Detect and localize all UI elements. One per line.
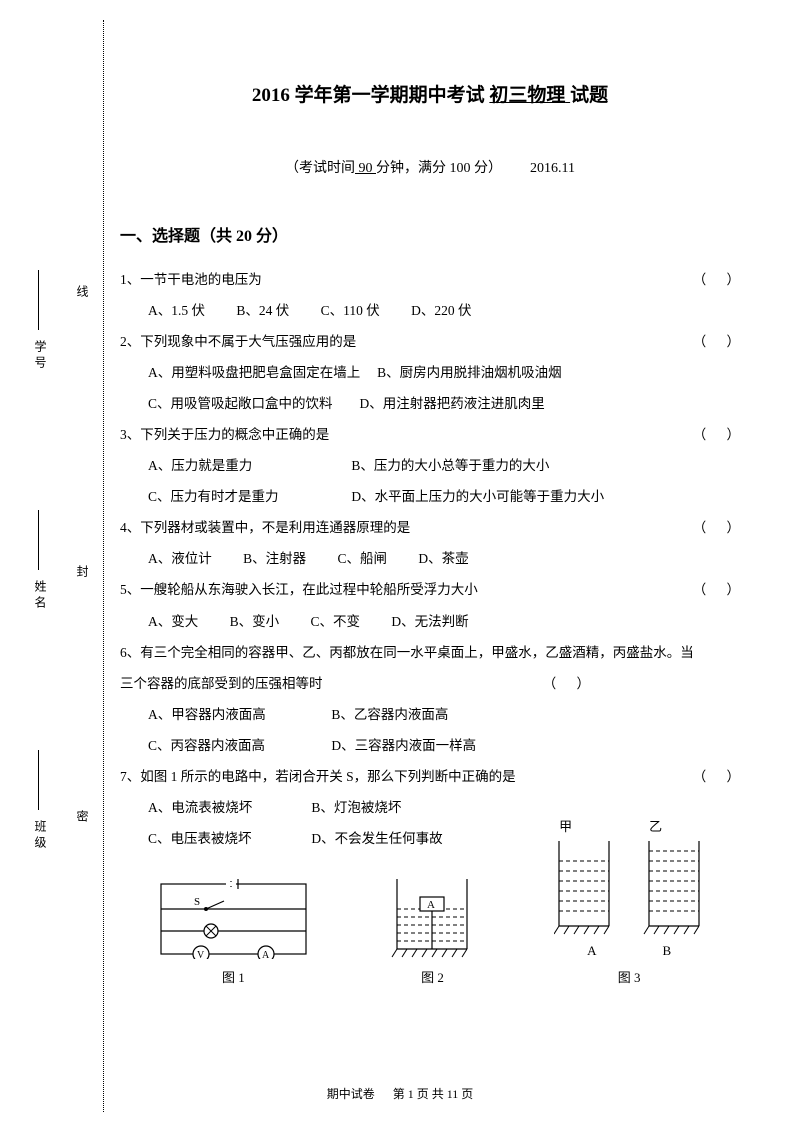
fig1-caption: 图 1	[156, 967, 311, 986]
q5-text: 5、一艘轮船从东海驶入长江，在此过程中轮船所受浮力大小	[120, 574, 478, 605]
q1-opt-b: B、24 伏	[236, 303, 289, 318]
q7-opt-c: C、电压表被烧坏	[148, 823, 308, 854]
q1-opt-a: A、1.5 伏	[148, 303, 205, 318]
q6-line1: 6、有三个完全相同的容器甲、乙、丙都放在同一水平桌面上，甲盛水，乙盛酒精，丙盛盐…	[120, 637, 740, 668]
q3-paren: （ ）	[693, 419, 740, 450]
q4-text: 4、下列器材或装置中，不是利用连通器原理的是	[120, 512, 410, 543]
q1-opt-d: D、220 伏	[411, 303, 471, 318]
time-unit: 分钟，满分 100 分）	[376, 161, 502, 176]
q6-line2: 三个容器的底部受到的压强相等时	[120, 668, 323, 699]
dotted-line	[103, 20, 104, 1112]
footer-label: 期中试卷	[327, 1087, 375, 1101]
svg-text:A: A	[262, 950, 270, 959]
footer: 期中试卷 第 1 页 共 11 页	[0, 1085, 800, 1102]
figure-3: 甲 乙	[554, 926, 704, 986]
q1-paren: （ ）	[693, 264, 740, 295]
seal-feng: 封	[74, 565, 91, 577]
q2-opt-b: B、厨房内用脱排油烟机吸油烟	[377, 365, 562, 380]
fig3-b-label: B	[662, 943, 671, 959]
exam-info: （考试时间 90 分钟，满分 100 分） 2016.11	[120, 157, 740, 177]
q4-opt-c: C、船闸	[338, 551, 388, 566]
fig2-caption: 图 2	[382, 967, 482, 986]
circuit-diagram-icon: S V A	[156, 879, 311, 959]
title-suffix: 试题	[570, 85, 608, 106]
q6-opt-d: D、三容器内液面一样高	[331, 738, 476, 753]
underline-class	[38, 750, 39, 810]
question-6: 6、有三个完全相同的容器甲、乙、丙都放在同一水平桌面上，甲盛水，乙盛酒精，丙盛盐…	[120, 637, 740, 761]
q3-text: 3、下列关于压力的概念中正确的是	[120, 419, 329, 450]
svg-text:V: V	[197, 950, 205, 959]
q1-opt-c: C、110 伏	[321, 303, 380, 318]
q4-opt-d: D、茶壶	[418, 551, 468, 566]
q7-opt-b: B、灯泡被烧坏	[311, 800, 401, 815]
figure-2: A 图 2	[382, 869, 482, 986]
figure-1: S V A 图 1	[156, 879, 311, 986]
section-title: 一、选择题（共 20 分）	[120, 222, 740, 246]
time-label: （考试时间	[285, 161, 355, 176]
fig3-a-label: A	[587, 943, 596, 959]
beaker-diagram-icon: A	[382, 869, 482, 959]
q2-opt-c: C、用吸管吸起敞口盒中的饮料	[148, 396, 333, 411]
q3-opt-c: C、压力有时才是重力	[148, 481, 348, 512]
q6-paren: （ ）	[543, 668, 590, 699]
q2-text: 2、下列现象中不属于大气压强应用的是	[120, 326, 356, 357]
label-class: 班级	[32, 820, 49, 852]
q5-opt-d: D、无法判断	[391, 614, 468, 629]
q3-opt-b: B、压力的大小总等于重力的大小	[351, 458, 549, 473]
exam-title: 2016 学年第一学期期中考试 初三物理 试题	[120, 80, 740, 107]
q5-opt-a: A、变大	[148, 614, 198, 629]
q3-opt-d: D、水平面上压力的大小可能等于重力大小	[351, 489, 604, 504]
binding-edge	[40, 0, 70, 1132]
fig3-jia-label: 甲	[559, 816, 572, 835]
q1-text: 1、一节干电池的电压为	[120, 264, 262, 295]
exam-date: 2016.11	[530, 161, 575, 176]
svg-text:A: A	[427, 899, 435, 911]
q6-opt-c: C、丙容器内液面高	[148, 730, 328, 761]
question-5: 5、一艘轮船从东海驶入长江，在此过程中轮船所受浮力大小 （ ） A、变大 B、变…	[120, 574, 740, 636]
containers-diagram-icon	[554, 831, 704, 941]
question-1: 1、一节干电池的电压为 （ ） A、1.5 伏 B、24 伏 C、110 伏 D…	[120, 264, 740, 326]
time-value: 90	[355, 161, 376, 176]
q5-paren: （ ）	[693, 574, 740, 605]
title-subject: 初三物理	[489, 85, 570, 106]
question-2: 2、下列现象中不属于大气压强应用的是 （ ） A、用塑料吸盘把肥皂盒固定在墙上 …	[120, 326, 740, 419]
q7-opt-d: D、不会发生任何事故	[311, 831, 442, 846]
q5-opt-c: C、不变	[311, 614, 361, 629]
label-student-id: 学号	[32, 340, 49, 372]
q4-opt-b: B、注射器	[243, 551, 306, 566]
content: 2016 学年第一学期期中考试 初三物理 试题 （考试时间 90 分钟，满分 1…	[120, 80, 740, 986]
footer-page: 第 1 页 共 11 页	[393, 1087, 474, 1101]
q4-opt-a: A、液位计	[148, 551, 212, 566]
q7-text: 7、如图 1 所示的电路中，若闭合开关 S，那么下列判断中正确的是	[120, 761, 516, 792]
fig3-yi-label: 乙	[649, 816, 662, 835]
label-name: 姓名	[32, 580, 49, 612]
q3-opt-a: A、压力就是重力	[148, 450, 348, 481]
title-prefix: 2016 学年第一学期期中考试	[252, 85, 485, 106]
q7-paren: （ ）	[693, 761, 740, 792]
q6-opt-a: A、甲容器内液面高	[148, 699, 328, 730]
seal-xian: 线	[74, 285, 91, 297]
svg-text:S: S	[194, 896, 200, 908]
q2-paren: （ ）	[693, 326, 740, 357]
q2-opt-d: D、用注射器把药液注进肌肉里	[360, 396, 545, 411]
q7-opt-a: A、电流表被烧坏	[148, 792, 308, 823]
figures-row: S V A 图 1	[120, 869, 740, 986]
fig3-caption: 图 3	[554, 967, 704, 986]
question-3: 3、下列关于压力的概念中正确的是 （ ） A、压力就是重力 B、压力的大小总等于…	[120, 419, 740, 512]
q6-opt-b: B、乙容器内液面高	[331, 707, 448, 722]
q5-opt-b: B、变小	[230, 614, 280, 629]
q4-paren: （ ）	[693, 512, 740, 543]
seal-mi: 密	[74, 810, 91, 822]
question-4: 4、下列器材或装置中，不是利用连通器原理的是 （ ） A、液位计 B、注射器 C…	[120, 512, 740, 574]
underline-student-id	[38, 270, 39, 330]
underline-name	[38, 510, 39, 570]
q2-opt-a: A、用塑料吸盘把肥皂盒固定在墙上	[148, 365, 360, 380]
